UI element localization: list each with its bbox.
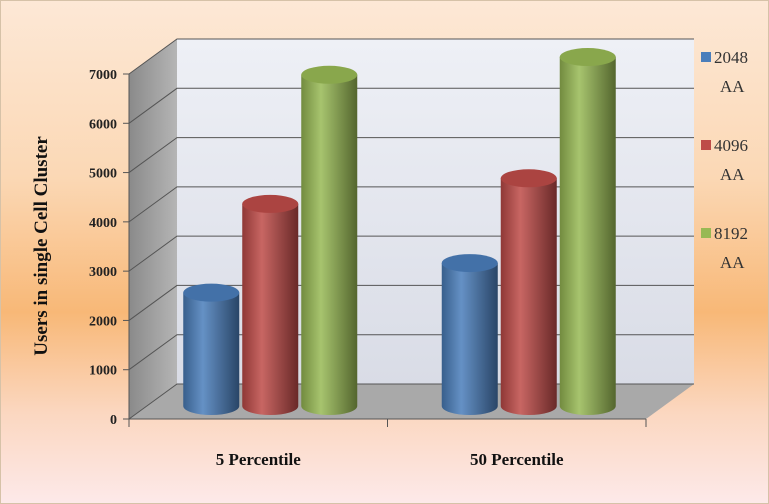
y-tick-label: 5000: [89, 167, 117, 182]
bars-layer: [183, 48, 616, 416]
bar-8192-aa-top: [559, 48, 616, 67]
bar-8192-aa-body: [559, 57, 616, 416]
bar-2048-aa-top: [183, 283, 240, 302]
bar-4096-aa-body: [500, 178, 557, 415]
legend-label-line2: AA: [720, 77, 745, 96]
bar-2048-aa-body: [441, 263, 498, 415]
y-tick-label: 3000: [89, 265, 117, 280]
legend-swatch: [701, 52, 711, 62]
bar-4096-aa-body: [242, 203, 299, 415]
legend-label: 8192: [714, 224, 748, 243]
legend-label-line2: AA: [720, 165, 745, 184]
labels-layer: 0 1000 2000 3000 4000 5000 6000 7000 5 Percentil…: [89, 68, 564, 469]
bar-8192-aa-body: [301, 74, 358, 416]
y-tick-label: 1000: [89, 364, 117, 379]
legend-label: 4096: [714, 136, 748, 155]
bar-2048-aa-top: [441, 254, 498, 273]
x-category-label: 5 Percentile: [216, 450, 302, 469]
bar-2048-aa-body: [183, 292, 240, 415]
y-tick-label: 0: [110, 413, 117, 428]
y-tick-label: 4000: [89, 216, 117, 231]
side-wall: [129, 39, 177, 419]
legend-label: 2048: [714, 48, 748, 67]
y-tick-label: 6000: [89, 117, 117, 132]
y-axis-title: Users in single Cell Cluster: [31, 136, 52, 356]
bar-4096-aa-top: [500, 169, 557, 188]
bar-8192-aa-top: [301, 65, 358, 84]
gridline: [128, 137, 694, 173]
y-tick-label: 2000: [89, 314, 117, 329]
legend: 2048 AA 4096 AA 8192 AA: [701, 48, 748, 272]
legend-swatch: [701, 140, 711, 150]
legend-label-line2: AA: [720, 253, 745, 272]
bar-4096-aa-top: [242, 194, 299, 213]
gridline: [128, 38, 694, 75]
legend-swatch: [701, 228, 711, 238]
gridline: [128, 87, 694, 124]
x-category-label: 50 Percentile: [470, 450, 564, 469]
y-tick-label: 7000: [89, 68, 117, 83]
